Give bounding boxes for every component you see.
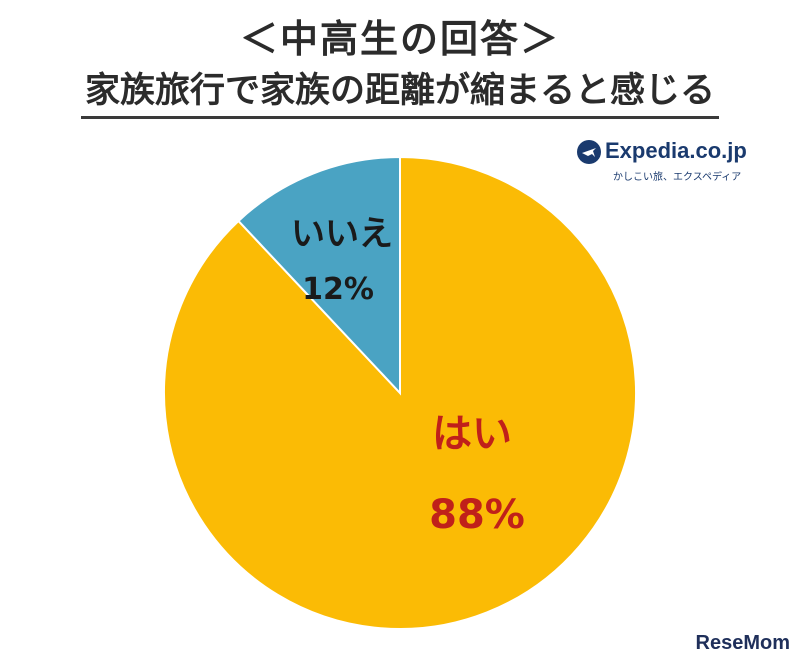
chart-subtitle: 家族旅行で家族の距離が縮まると感じる <box>0 62 800 119</box>
slice-label-yes: はい <box>432 411 512 457</box>
brand-tagline: かしこい旅、エクスペディア <box>613 172 742 183</box>
slice-value-yes: 88% <box>429 492 525 538</box>
watermark: ReseMom <box>695 632 790 654</box>
pie-slice-no <box>237 155 401 396</box>
plane-globe-icon <box>577 140 601 164</box>
slice-value-no: 12% <box>302 272 374 307</box>
chart-title: ＜中高生の回答＞ <box>239 17 560 61</box>
brand-name: Expedia.co.jp <box>605 138 747 163</box>
expedia-logo: Expedia.co.jp かしこい旅、エクスペディア <box>577 138 747 188</box>
chart-subtitle-text: 家族旅行で家族の距離が縮まると感じる <box>80 62 719 119</box>
slice-label-no: いいえ <box>291 214 393 254</box>
